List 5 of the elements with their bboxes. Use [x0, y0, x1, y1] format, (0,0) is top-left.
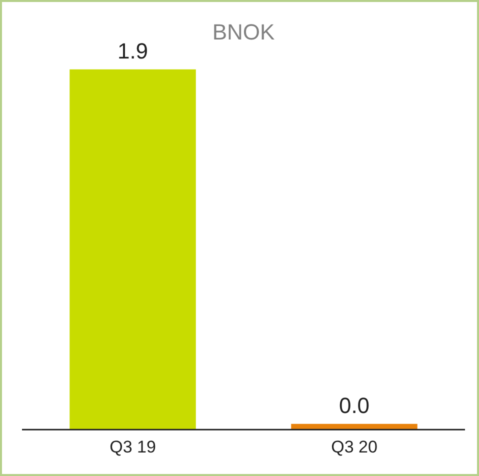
x-tick-label: Q3 20	[331, 437, 378, 456]
x-tick-label: Q3 19	[110, 437, 156, 456]
data-label: 0.0	[338, 392, 370, 418]
chart-title: BNOK	[212, 19, 275, 44]
data-label: 1.9	[117, 38, 148, 64]
